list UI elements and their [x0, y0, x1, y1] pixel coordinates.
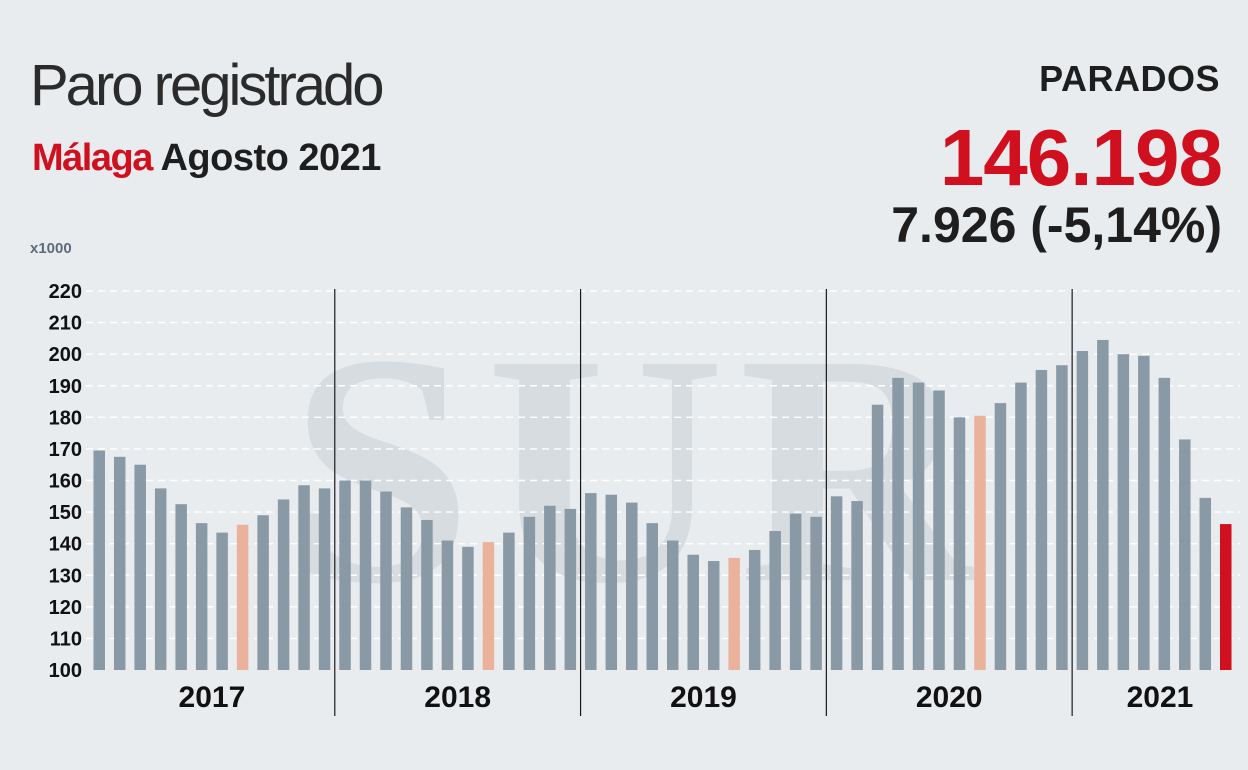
y-tick-label: 150 — [49, 502, 82, 524]
bar — [462, 546, 474, 670]
bar — [298, 485, 310, 670]
bar — [953, 417, 966, 670]
y-tick-label: 180 — [49, 407, 82, 429]
bar — [1117, 354, 1130, 670]
bar — [1076, 351, 1089, 670]
bar — [1158, 377, 1171, 670]
bar — [544, 505, 556, 670]
x-tick-label: 2020 — [916, 681, 983, 714]
y-tick-label: 220 — [49, 281, 82, 303]
city-label: Málaga — [32, 137, 153, 179]
bar — [994, 403, 1007, 670]
bar — [1220, 524, 1232, 670]
stat-value: 146.198 — [939, 113, 1223, 202]
bar — [154, 488, 167, 670]
bar — [892, 377, 904, 670]
y-tick-label: 120 — [49, 597, 82, 619]
bar — [175, 504, 187, 670]
bar — [728, 557, 740, 670]
y-tick-label: 130 — [49, 565, 82, 587]
y-tick-label: 200 — [49, 344, 82, 366]
bar — [1035, 369, 1048, 670]
bar — [93, 450, 105, 670]
bar — [318, 488, 331, 670]
bar — [1179, 439, 1191, 670]
y-unit-label: x1000 — [30, 240, 72, 257]
stat-change: 7.926 (-5,14%) — [891, 197, 1222, 253]
bar — [236, 524, 249, 670]
bar — [503, 532, 515, 670]
y-tick-label: 160 — [49, 471, 82, 493]
bar — [1097, 339, 1109, 670]
bar — [974, 415, 986, 670]
bar — [605, 494, 618, 670]
bar — [912, 382, 925, 670]
bar — [1015, 382, 1027, 670]
bar — [851, 501, 863, 670]
stat-label: PARADOS — [1039, 58, 1220, 99]
year-separators — [334, 289, 1073, 716]
bar — [810, 516, 822, 670]
x-tick-label: 2019 — [670, 681, 737, 714]
y-tick-label: 100 — [49, 660, 82, 682]
y-tick-label: 170 — [49, 439, 82, 461]
y-tick-label: 190 — [49, 376, 82, 398]
bar — [789, 513, 802, 670]
bar — [707, 561, 720, 670]
bar — [523, 516, 536, 670]
bar — [687, 554, 699, 670]
bar — [257, 515, 269, 670]
x-tick-label: 2021 — [1127, 681, 1194, 714]
chart-subtitle: Málaga Agosto 2021 — [32, 137, 381, 180]
bar — [1199, 497, 1212, 670]
y-tick-label: 110 — [50, 628, 82, 650]
x-tick-label: 2018 — [424, 681, 491, 714]
bar — [1056, 365, 1068, 670]
chart-title: Paro registrado — [30, 53, 385, 118]
bar — [830, 496, 843, 670]
bar — [380, 491, 392, 670]
bars — [93, 339, 1232, 670]
bar — [359, 480, 372, 670]
bar — [421, 519, 433, 670]
x-axis: 2017 2018 2019 2020 2021 — [179, 681, 1194, 714]
y-axis: 100 110 120 130 140 150 160 170 180 190 200 210 220 — [49, 281, 82, 682]
bar — [400, 507, 413, 670]
bar — [441, 540, 454, 670]
period-label: Agosto 2021 — [160, 137, 381, 179]
bar — [933, 390, 945, 670]
bar — [339, 480, 351, 670]
bar — [564, 508, 577, 670]
bar — [277, 499, 290, 670]
watermark: SUR — [289, 287, 991, 652]
y-tick-label: 140 — [49, 534, 82, 556]
bar — [871, 404, 884, 670]
bar — [626, 502, 638, 670]
x-tick-label: 2017 — [179, 681, 246, 714]
y-tick-label: 210 — [49, 313, 82, 335]
bar — [113, 456, 126, 670]
bar — [195, 523, 208, 670]
bar — [134, 464, 146, 670]
bar — [748, 549, 761, 670]
bar — [769, 531, 781, 670]
bar — [666, 540, 679, 670]
bar — [216, 532, 228, 670]
bar — [1138, 355, 1150, 670]
bar — [482, 542, 495, 670]
bar — [585, 493, 597, 670]
bar — [646, 523, 659, 670]
